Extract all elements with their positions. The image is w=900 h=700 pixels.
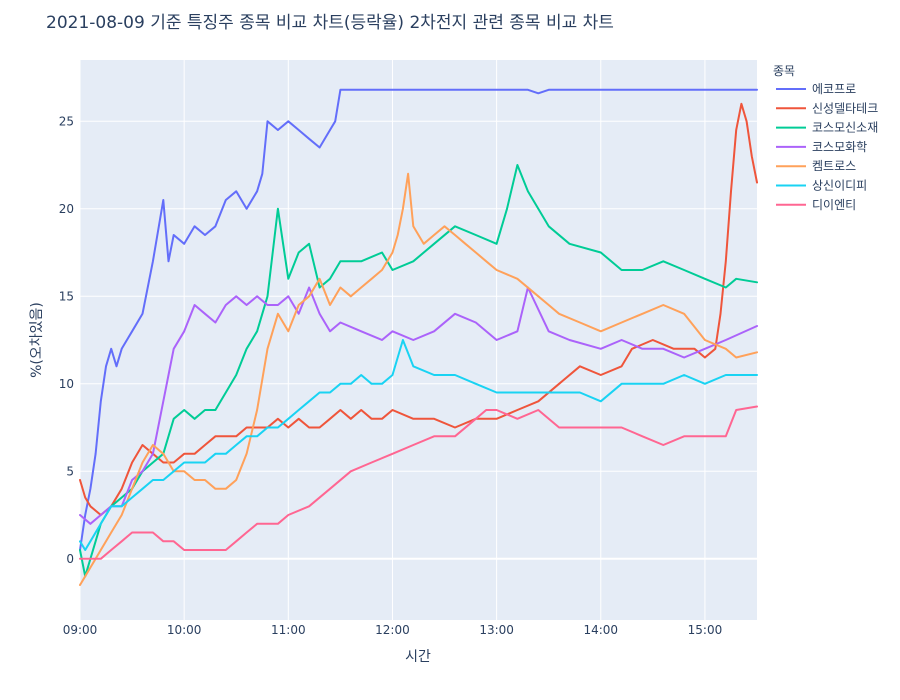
x-tick-label: 11:00 bbox=[271, 623, 306, 637]
series-line-5 bbox=[79, 339, 758, 551]
y-tick-label: 25 bbox=[59, 114, 74, 128]
legend-label: 코스모화학 bbox=[812, 140, 867, 154]
x-tick-label: 13:00 bbox=[479, 623, 514, 637]
y-tick-label: 15 bbox=[59, 289, 74, 303]
legend-label: 켐트로스 bbox=[812, 159, 856, 173]
y-axis-ticks: 0 5 10 15 20 25 bbox=[59, 114, 74, 566]
x-tick-label: 14:00 bbox=[583, 623, 618, 637]
series-line-0 bbox=[79, 88, 758, 551]
legend-item[interactable]: 신성델타테크 bbox=[776, 101, 878, 115]
x-tick-label: 09:00 bbox=[63, 623, 98, 637]
y-tick-label: 20 bbox=[59, 202, 74, 216]
legend-label: 디이엔티 bbox=[812, 198, 856, 212]
legend-title: 종목 bbox=[773, 64, 795, 78]
x-axis-ticks: 09:00 10:00 11:00 12:00 13:00 14:00 15:00 bbox=[63, 623, 723, 637]
legend-item[interactable]: 켐트로스 bbox=[776, 159, 856, 173]
series-line-6 bbox=[79, 405, 758, 560]
legend-item[interactable]: 코스모신소재 bbox=[776, 121, 878, 135]
legend-item[interactable]: 에코프로 bbox=[776, 82, 856, 96]
series-line-1 bbox=[79, 102, 758, 516]
y-tick-label: 0 bbox=[66, 552, 74, 566]
legend-item[interactable]: 코스모화학 bbox=[776, 140, 867, 154]
chart-title: 2021-08-09 기준 특징주 종목 비교 차트(등락율) 2차전지 관련 … bbox=[46, 13, 614, 33]
legend-label: 신성델타테크 bbox=[812, 101, 878, 115]
x-axis-title: 시간 bbox=[405, 649, 431, 665]
legend-item[interactable]: 상신이디피 bbox=[776, 179, 867, 193]
plot-area bbox=[80, 60, 757, 620]
x-tick-label: 10:00 bbox=[167, 623, 202, 637]
x-tick-label: 12:00 bbox=[375, 623, 410, 637]
y-axis-title: %(오차있음) bbox=[29, 302, 45, 378]
series-line-4 bbox=[79, 172, 758, 586]
y-tick-label: 5 bbox=[66, 464, 74, 478]
series-line-3 bbox=[79, 286, 758, 525]
series-layer bbox=[79, 88, 758, 586]
series-line-2 bbox=[79, 164, 758, 578]
legend-label: 상신이디피 bbox=[812, 179, 867, 193]
legend-label: 에코프로 bbox=[812, 82, 856, 96]
x-tick-label: 15:00 bbox=[688, 623, 723, 637]
legend-item[interactable]: 디이엔티 bbox=[776, 198, 856, 212]
y-tick-label: 10 bbox=[59, 377, 74, 391]
legend-label: 코스모신소재 bbox=[812, 121, 878, 135]
